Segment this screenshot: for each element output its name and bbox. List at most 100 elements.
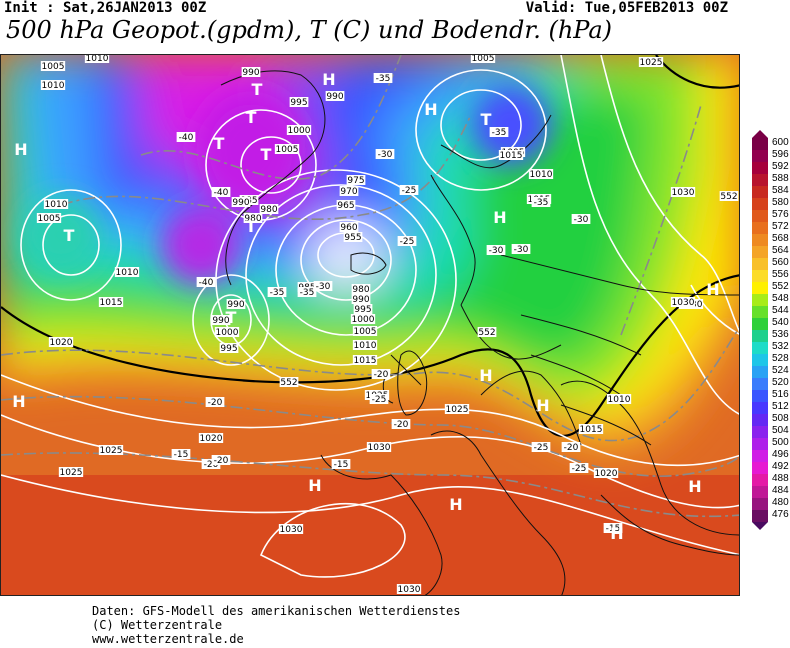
scale-label: 504 — [772, 425, 789, 436]
scale-label: 480 — [772, 497, 789, 508]
scale-label: 592 — [772, 161, 789, 172]
scale-label: 492 — [772, 461, 789, 472]
pressure-label: 1005 — [354, 327, 377, 337]
pressure-label: 1010 — [42, 81, 65, 91]
high-pressure-marker: H — [688, 477, 701, 496]
scale-label: 564 — [772, 245, 789, 256]
pressure-label: 960 — [340, 223, 357, 233]
contour-label: 552 — [280, 378, 297, 388]
scale-label: 528 — [772, 353, 789, 364]
scale-swatch: 512 — [752, 401, 789, 414]
pressure-label: 1010 — [608, 395, 631, 405]
high-pressure-marker: H — [322, 70, 335, 89]
scale-swatch: 480 — [752, 497, 789, 510]
scale-label: 556 — [772, 269, 789, 280]
scale-swatch: 584 — [752, 185, 789, 198]
pressure-label: 1025 — [640, 58, 663, 68]
temperature-label: -30 — [514, 245, 529, 255]
scale-label: 536 — [772, 329, 789, 340]
scale-label: 540 — [772, 317, 789, 328]
pressure-label: 990 — [326, 92, 343, 102]
pressure-label: 1000 — [288, 126, 311, 136]
scale-swatch: 532 — [752, 341, 789, 354]
high-pressure-marker: H — [12, 392, 25, 411]
scale-label: 532 — [772, 341, 789, 352]
temperature-label: -20 — [214, 456, 229, 466]
low-pressure-marker: T — [252, 80, 263, 99]
contour-552 — [1, 274, 739, 437]
pressure-label: 1030 — [280, 525, 303, 535]
footer-copyright: (C) Wetterzentrale — [92, 618, 223, 632]
pressure-label: 990 — [242, 68, 259, 78]
iceland — [350, 252, 387, 275]
high-pressure-marker: H — [14, 140, 27, 159]
high-pressure-marker: H — [610, 524, 623, 543]
low-pressure-marker: T — [226, 308, 237, 327]
temperature-label: -15 — [334, 460, 349, 470]
temperature-label: -25 — [534, 443, 549, 453]
temperature-label: -30 — [378, 150, 393, 160]
pressure-label: 1005 — [472, 55, 495, 64]
scale-swatch: 588 — [752, 173, 789, 186]
low-pressure-marker: T — [64, 226, 75, 245]
scale-label: 516 — [772, 389, 789, 400]
pressure-label: 1015 — [580, 425, 603, 435]
pressure-label: 1020 — [50, 338, 73, 348]
temperature-label: -40 — [199, 278, 214, 288]
greenland — [220, 70, 326, 286]
high-pressure-marker: H — [536, 396, 549, 415]
scale-swatch: 500 — [752, 437, 789, 450]
scale-swatch: 520 — [752, 377, 789, 390]
pressure-label: 995 — [290, 98, 307, 108]
scale-swatch: 544 — [752, 305, 789, 318]
pressure-label: 1010 — [86, 55, 109, 64]
pressure-label: 1005 — [38, 214, 61, 224]
scale-swatch: 592 — [752, 161, 789, 174]
pressure-label: 980 — [260, 205, 277, 215]
scale-swatch: 540 — [752, 317, 789, 330]
pressure-label: 990 — [352, 295, 369, 305]
weather-map[interactable]: 1005101010101005990995990985100010059759… — [0, 54, 740, 596]
temperature-label: -40 — [214, 188, 229, 198]
temperature-label: -20 — [564, 443, 579, 453]
scale-label: 600 — [772, 137, 789, 148]
footer-url: www.wetterzentrale.de — [92, 632, 244, 646]
contour-label: 552 — [478, 328, 495, 338]
pressure-label: 1010 — [45, 200, 68, 210]
pressure-label: 1025 — [60, 468, 83, 478]
temperature-label: -20 — [204, 460, 219, 470]
scale-swatch: 496 — [752, 449, 789, 462]
temperature-label: -30 — [489, 246, 504, 256]
temperature-label: -40 — [179, 133, 194, 143]
pressure-label: 1010 — [116, 268, 139, 278]
temperature-label: -15 — [174, 450, 189, 460]
temperature-label: -35 — [270, 288, 285, 298]
low-pressure-marker: T — [246, 108, 257, 127]
color-scale: 600 596 592 588 584 580 576 572 568 564 560 556 552 5… — [752, 130, 789, 530]
pressure-label: 965 — [337, 201, 354, 211]
temperature-label: -20 — [374, 370, 389, 380]
scale-swatch: 504 — [752, 425, 789, 438]
pressure-label: 1025 — [100, 446, 123, 456]
high-pressure-marker: H — [308, 476, 321, 495]
scale-label: 512 — [772, 401, 789, 412]
pressure-label: 1030 — [672, 298, 695, 308]
pressure-label: 1015 — [500, 151, 523, 161]
temperature-label: -20 — [208, 398, 223, 408]
temperature-label: -35 — [492, 128, 507, 138]
scale-label: 568 — [772, 233, 789, 244]
pressure-label: 990 — [227, 300, 244, 310]
pressure-label: 1000 — [216, 328, 239, 338]
pressure-label: 1025 — [446, 405, 469, 415]
geopotential-field — [1, 55, 739, 595]
scale-label: 500 — [772, 437, 789, 448]
scale-label: 544 — [772, 305, 789, 316]
scale-label: 588 — [772, 173, 789, 184]
temperature-label: -25 — [572, 464, 587, 474]
footer-source: Daten: GFS-Modell des amerikanischen Wet… — [92, 604, 461, 618]
pressure-label: 1010 — [530, 170, 553, 180]
scale-swatch: 488 — [752, 473, 789, 486]
pressure-label: 975 — [347, 176, 364, 186]
scale-label: 576 — [772, 209, 789, 220]
coastlines — [320, 114, 739, 595]
